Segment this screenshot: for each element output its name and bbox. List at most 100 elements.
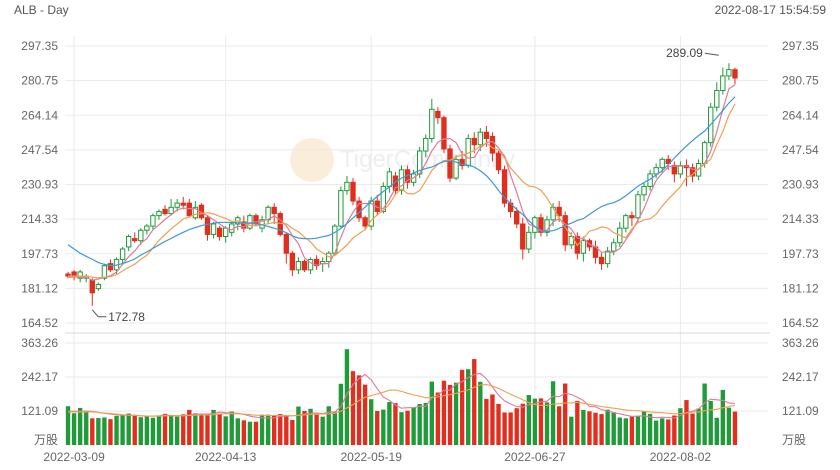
date-axis-label: 2022-04-13 xyxy=(195,450,257,464)
candle-body xyxy=(162,208,168,215)
volume-bar xyxy=(187,409,192,445)
volume-bar xyxy=(296,406,301,445)
candle-body xyxy=(107,263,114,271)
volume-bar xyxy=(181,414,186,445)
candle-body xyxy=(429,108,435,139)
candle-body xyxy=(659,158,665,169)
price-axis-label-left: 297.35 xyxy=(21,39,58,53)
volume-bar xyxy=(490,394,495,445)
volume-axis-label-left: 121.09 xyxy=(21,404,58,418)
candle-body xyxy=(71,271,77,277)
candle-body xyxy=(210,223,217,235)
volume-bar xyxy=(308,408,313,445)
volume-bar xyxy=(660,418,665,445)
volume-bar xyxy=(502,412,507,445)
price-axis-label-left: 181.12 xyxy=(21,281,58,295)
candle-body xyxy=(568,235,574,246)
candle-body xyxy=(611,242,617,252)
volume-bar xyxy=(672,415,677,445)
volume-bar xyxy=(617,417,622,445)
volume-axis-label-right: 363.26 xyxy=(782,336,819,350)
candle-body xyxy=(95,283,102,290)
candle-body xyxy=(453,158,459,179)
volume-bar xyxy=(369,399,374,445)
date-axis-label: 2022-06-27 xyxy=(504,450,566,464)
volume-bar xyxy=(193,413,198,445)
volume-bar xyxy=(726,407,732,445)
volume-bar xyxy=(599,414,604,445)
volume-bar xyxy=(114,415,119,445)
candle-body xyxy=(514,210,520,225)
price-axis-label-left: 264.14 xyxy=(21,108,58,122)
candle-body xyxy=(144,225,150,231)
volume-bar xyxy=(647,413,653,445)
volume-bar xyxy=(205,415,210,445)
candle-body xyxy=(483,131,490,139)
candle-body xyxy=(253,215,259,225)
volume-bar xyxy=(641,411,647,445)
volume-bar xyxy=(381,409,386,445)
candle-body xyxy=(350,181,356,202)
candle-body xyxy=(629,215,635,219)
candle-body xyxy=(544,219,550,233)
candle-body xyxy=(441,117,447,150)
candle-body xyxy=(386,171,393,187)
candle-body xyxy=(641,185,647,196)
volume-bar xyxy=(678,408,683,445)
candle-body xyxy=(635,194,641,219)
volume-bar xyxy=(84,410,89,445)
volume-bar xyxy=(605,409,610,445)
volume-bar xyxy=(581,409,586,445)
volume-bar xyxy=(478,381,483,445)
candle-body xyxy=(283,233,289,254)
volume-bar xyxy=(732,411,738,445)
volume-bar xyxy=(278,414,283,445)
volume-bar xyxy=(290,420,295,445)
volume-bar xyxy=(399,412,404,445)
candle-body xyxy=(423,137,429,152)
volume-bar xyxy=(666,419,671,445)
volume-bar xyxy=(593,412,598,445)
volume-bar xyxy=(623,418,629,445)
price-axis-label-left: 247.54 xyxy=(21,143,58,157)
volume-bar xyxy=(459,369,465,445)
volume-bar xyxy=(423,402,428,445)
candle-body xyxy=(180,202,186,206)
candle-body xyxy=(344,181,350,192)
candle-body xyxy=(471,137,477,146)
candle-body xyxy=(338,190,344,227)
volume-unit-left: 万股 xyxy=(34,433,58,447)
candle-body xyxy=(447,148,453,179)
volume-bar xyxy=(138,417,143,445)
volume-bar xyxy=(550,381,556,445)
volume-bar xyxy=(563,383,568,445)
volume-bar xyxy=(714,417,719,445)
price-axis-label-right: 164.52 xyxy=(782,316,819,330)
volume-bar xyxy=(538,398,544,445)
volume-bar xyxy=(229,411,234,445)
volume-bar xyxy=(508,412,513,445)
candle-body xyxy=(556,206,562,217)
candle-body xyxy=(192,206,199,219)
ma-line-ma10 xyxy=(68,103,736,279)
tiger-logo-icon xyxy=(290,138,334,182)
candle-body xyxy=(156,210,162,217)
candle-body xyxy=(204,217,211,235)
price-axis-label-right: 181.12 xyxy=(782,281,819,295)
volume-bar xyxy=(150,417,156,445)
volume-bar xyxy=(544,402,550,445)
volume-bar xyxy=(472,359,477,445)
price-axis-label-right: 280.75 xyxy=(782,74,819,88)
volume-bar xyxy=(696,408,701,445)
candle-body xyxy=(526,231,532,250)
candle-body xyxy=(720,75,726,92)
candle-body xyxy=(714,90,720,108)
candle-body xyxy=(301,261,308,271)
volume-bar xyxy=(211,409,216,445)
volume-bar xyxy=(168,415,174,445)
volume-bar xyxy=(320,416,325,445)
volume-bar xyxy=(720,389,726,445)
candle-body xyxy=(677,165,684,175)
volume-bar xyxy=(271,415,277,445)
